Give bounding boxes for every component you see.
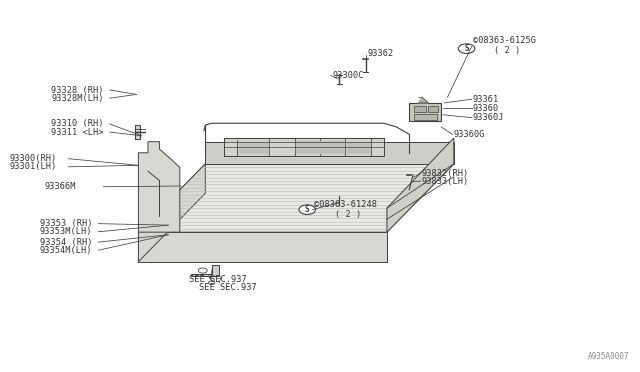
Text: 93361: 93361 [473,95,499,104]
Text: 93300C: 93300C [333,71,364,80]
Text: 93832(RH): 93832(RH) [422,169,469,177]
Text: 93360: 93360 [473,104,499,113]
Text: A935A0007: A935A0007 [588,352,629,361]
Text: 93362: 93362 [368,49,394,58]
Polygon shape [135,125,140,139]
Text: 93328M(LH): 93328M(LH) [51,94,104,103]
Bar [413,113,436,120]
Text: 93360G: 93360G [454,130,485,139]
Text: 93353M(LH): 93353M(LH) [40,227,92,236]
Text: 93833(LH): 93833(LH) [422,177,469,186]
Text: 93354 (RH): 93354 (RH) [40,238,92,247]
Polygon shape [205,142,454,164]
Text: 93310 (RH): 93310 (RH) [51,119,104,128]
Text: S: S [464,44,469,53]
Text: 93300(RH): 93300(RH) [10,154,57,163]
Polygon shape [138,232,387,262]
Text: 93328 (RH): 93328 (RH) [51,86,104,94]
Polygon shape [138,142,180,232]
FancyBboxPatch shape [409,103,441,121]
Polygon shape [239,142,268,153]
Polygon shape [191,265,220,276]
Bar [413,106,426,112]
Text: 93366M: 93366M [45,182,76,191]
Text: SEE SEC.937: SEE SEC.937 [199,283,257,292]
Polygon shape [296,141,344,153]
Text: 93353 (RH): 93353 (RH) [40,219,92,228]
Polygon shape [387,138,454,232]
Bar [428,106,438,112]
Text: 93311 <LH>: 93311 <LH> [51,128,104,137]
Polygon shape [225,138,384,157]
Polygon shape [138,164,205,262]
Text: 93301(LH): 93301(LH) [10,162,57,171]
Circle shape [299,205,316,214]
Circle shape [209,281,215,285]
Polygon shape [138,164,454,232]
Text: ©08363-6125G
    ( 2 ): ©08363-6125G ( 2 ) [473,36,536,55]
Circle shape [458,44,475,54]
Text: 93354M(LH): 93354M(LH) [40,246,92,255]
Text: S: S [305,205,310,214]
Text: 93360J: 93360J [473,113,504,122]
Text: ©08363-61248
    ( 2 ): ©08363-61248 ( 2 ) [314,200,376,219]
Polygon shape [419,97,428,103]
Polygon shape [348,142,370,153]
Circle shape [198,268,207,273]
Text: SEE SEC.937: SEE SEC.937 [189,275,247,283]
